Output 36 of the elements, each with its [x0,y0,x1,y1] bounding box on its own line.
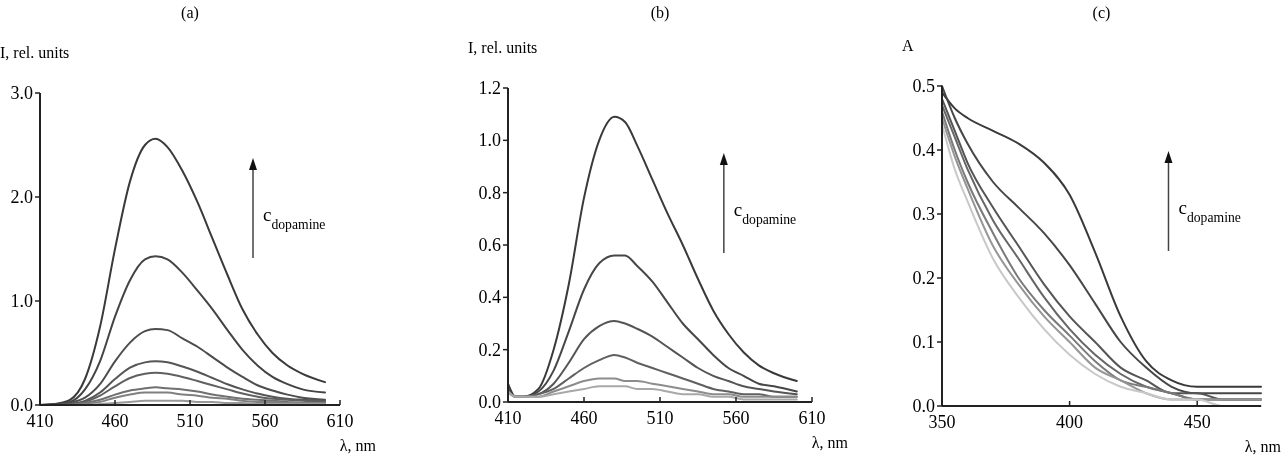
y-tick-label: 0.1 [912,332,935,352]
x-axis-title: λ, nm [339,437,377,454]
y-tick-label: 1.0 [10,291,33,311]
y-tick-label: 0.2 [912,268,935,288]
y-tick-label: 0.4 [912,140,935,160]
x-tick-label: 510 [646,408,674,428]
y-tick-label: 2.0 [10,187,33,207]
y-tick-label: 1.2 [478,78,501,98]
y-tick-label: 0.6 [478,235,501,255]
x-tick-label: 610 [326,411,354,431]
x-tick-label: 510 [176,411,204,431]
x-axis-title: λ, nm [1244,438,1282,455]
y-tick-label: 0.3 [912,204,935,224]
y-axis-title: I, rel. units [0,44,70,62]
x-tick-label: 560 [722,408,750,428]
y-tick-label: 0.5 [912,76,935,96]
y-axis-title: A [902,37,914,55]
chart-title: (a) [181,4,199,22]
y-tick-label: 0.4 [478,287,501,308]
y-axis-title: I, rel. units [468,39,538,57]
x-tick-label: 460 [101,411,129,431]
annotation: c$_{dopamine}$ [263,204,326,232]
x-tick-label: 560 [251,411,279,431]
y-tick-label: 0.2 [478,339,501,360]
chart-title: (c) [1092,4,1111,22]
annotation: c$_{dopamine}$ [1178,197,1241,225]
x-tick-label: 400 [1056,412,1084,432]
y-tick-label: 0.8 [478,182,501,203]
y-tick-label: 1.0 [478,130,501,151]
x-tick-label: 460 [570,408,598,428]
chart-title: (b) [650,4,670,22]
x-tick-label: 450 [1183,412,1211,432]
x-tick-label: 610 [798,408,826,428]
y-tick-label: 3.0 [10,83,33,103]
x-axis-title: λ, nm [811,434,849,451]
annotation: c$_{dopamine}$ [733,199,797,227]
